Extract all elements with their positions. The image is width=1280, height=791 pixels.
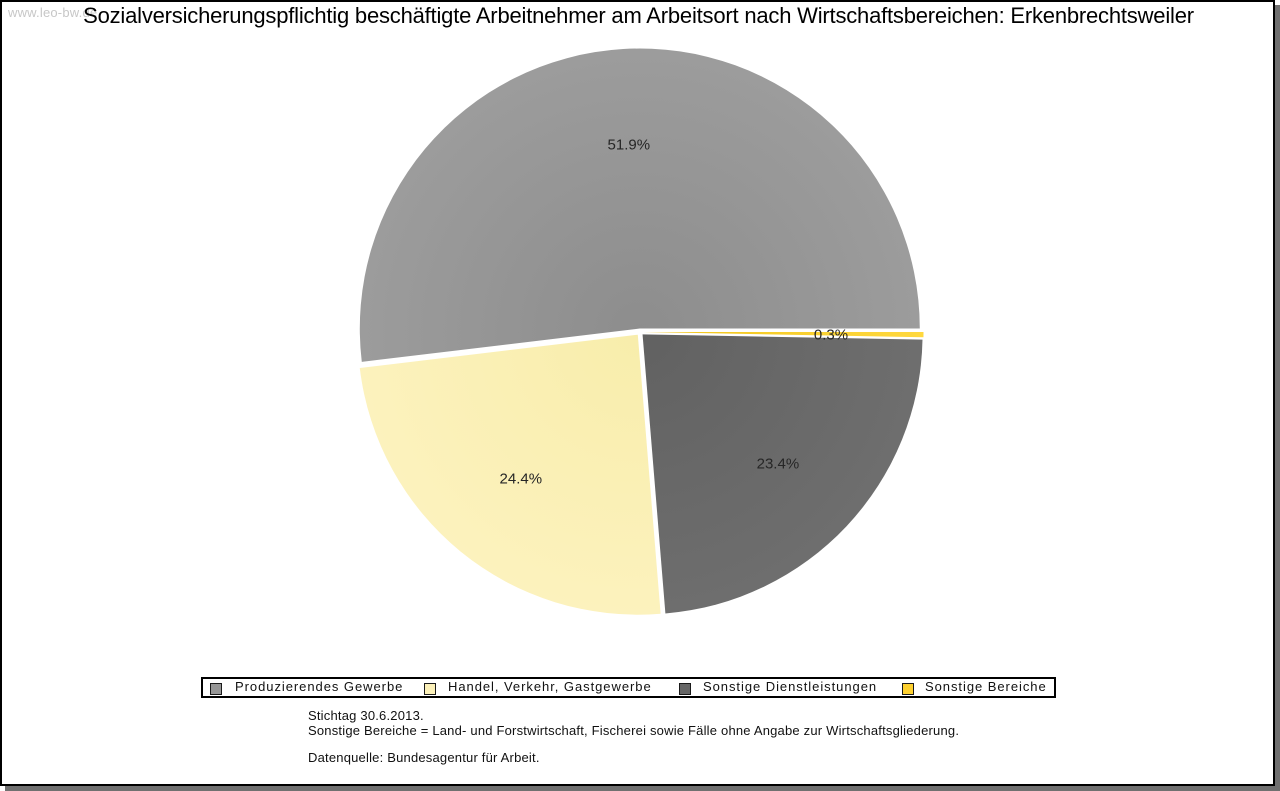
svg-text:24.4%: 24.4%	[500, 471, 543, 488]
svg-text:0.3%: 0.3%	[814, 326, 848, 343]
svg-text:51.9%: 51.9%	[608, 136, 651, 153]
svg-text:23.4%: 23.4%	[757, 456, 800, 473]
